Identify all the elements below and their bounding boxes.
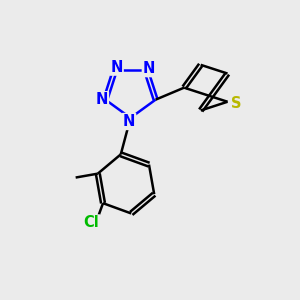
Text: N: N [110,60,123,75]
Text: S: S [231,96,241,111]
Text: Cl: Cl [83,215,99,230]
Text: N: N [96,92,108,107]
Text: N: N [143,61,155,76]
Text: N: N [123,114,135,129]
